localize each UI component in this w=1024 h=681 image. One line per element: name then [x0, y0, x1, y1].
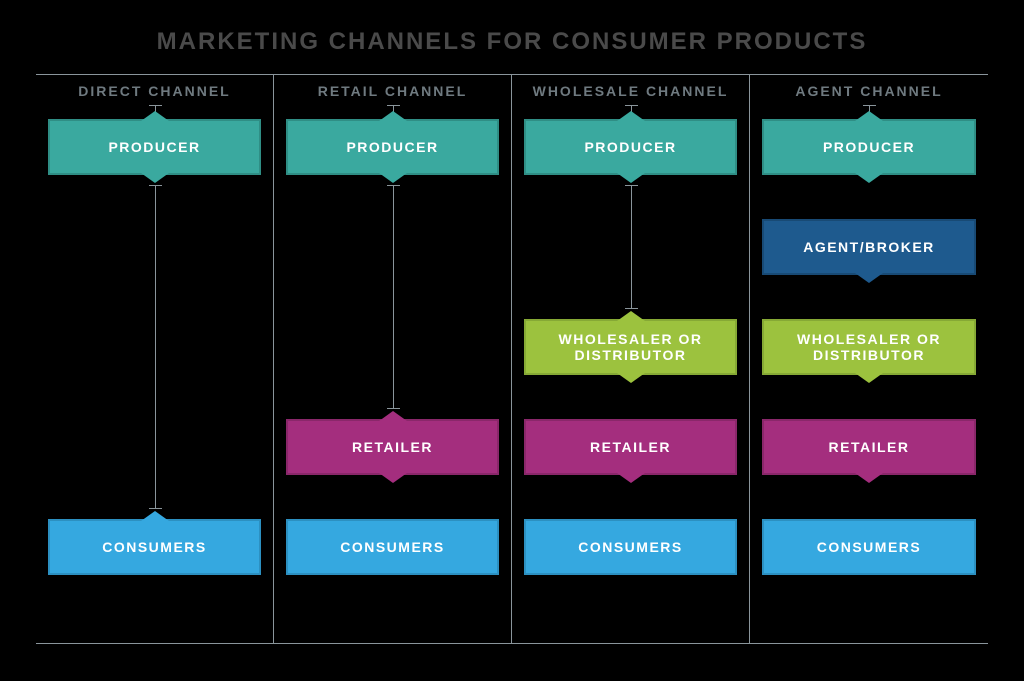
- connector-producer-retailer: [393, 185, 394, 409]
- node-consumers: CONSUMERS: [524, 519, 737, 575]
- node-wholesaler: WHOLESALER OR DISTRIBUTOR: [762, 319, 976, 375]
- node-producer: PRODUCER: [524, 119, 737, 175]
- column-header: WHOLESALE CHANNEL: [512, 83, 749, 99]
- diagram-frame: DIRECT CHANNELPRODUCERCONSUMERSRETAIL CH…: [36, 74, 988, 644]
- node-producer: PRODUCER: [762, 119, 976, 175]
- node-producer: PRODUCER: [286, 119, 499, 175]
- node-retailer: RETAILER: [762, 419, 976, 475]
- column-3: AGENT CHANNEL PRODUCER AGENT/BROKER WHOLESA…: [750, 75, 988, 643]
- node-retailer: RETAILER: [286, 419, 499, 475]
- node-consumers: CONSUMERS: [762, 519, 976, 575]
- node-consumers: CONSUMERS: [48, 519, 261, 575]
- node-agent: AGENT/BROKER: [762, 219, 976, 275]
- column-header: AGENT CHANNEL: [750, 83, 988, 99]
- node-producer: PRODUCER: [48, 119, 261, 175]
- column-0: DIRECT CHANNEL PRODUCER CONSUMERS: [36, 75, 274, 643]
- node-wholesaler: WHOLESALER OR DISTRIBUTOR: [524, 319, 737, 375]
- connector-producer-wholesaler: [631, 185, 632, 309]
- node-retailer: RETAILER: [524, 419, 737, 475]
- page-title: MARKETING CHANNELS FOR CONSUMER PRODUCTS: [36, 28, 988, 56]
- connector-producer-consumers: [155, 185, 156, 509]
- columns-container: DIRECT CHANNELPRODUCERCONSUMERSRETAIL CH…: [36, 75, 988, 643]
- column-2: WHOLESALE CHANNEL PRODUCER WHOLESALER OR D…: [512, 75, 750, 643]
- node-consumers: CONSUMERS: [286, 519, 499, 575]
- column-1: RETAIL CHANNEL PRODUCER RETAILER CONSUMERS: [274, 75, 512, 643]
- column-header: DIRECT CHANNEL: [36, 83, 273, 99]
- column-header: RETAIL CHANNEL: [274, 83, 511, 99]
